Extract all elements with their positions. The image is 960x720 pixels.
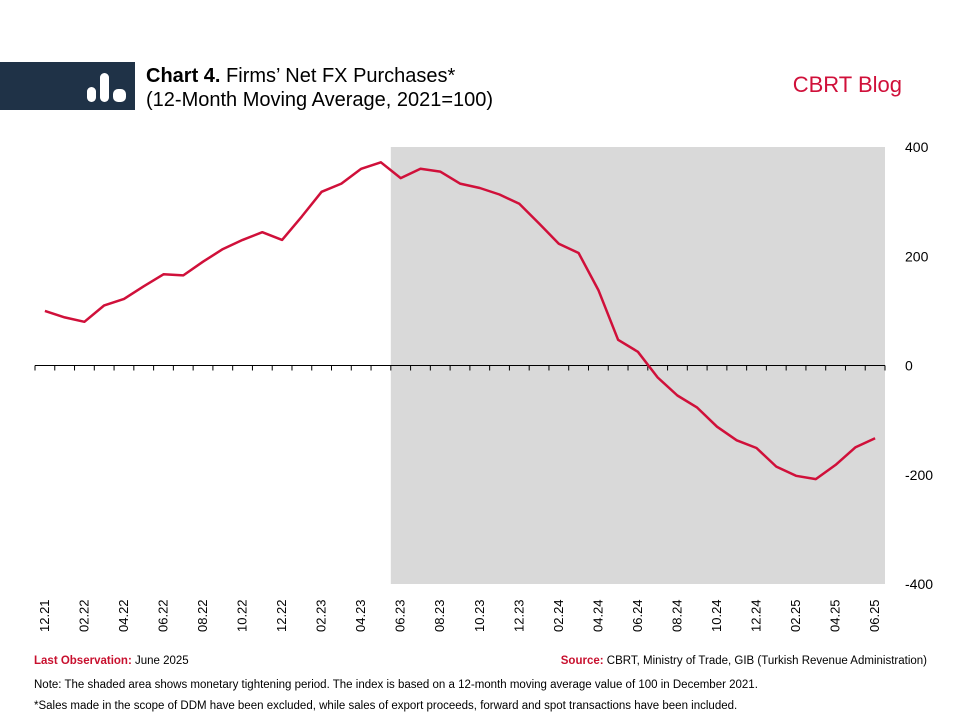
chart-title: Chart 4. Firms’ Net FX Purchases* — [146, 64, 493, 88]
x-tick-label: 04.22 — [116, 599, 131, 632]
x-tick-label: 04.24 — [590, 599, 605, 632]
y-tick-label: 0 — [905, 358, 913, 374]
x-tick-label: 10.24 — [709, 599, 724, 632]
source-value: CBRT, Ministry of Trade, GIB (Turkish Re… — [606, 655, 927, 667]
chart-title-block: Chart 4. Firms’ Net FX Purchases* (12-Mo… — [146, 64, 493, 112]
x-tick-label: 12.24 — [749, 599, 764, 632]
chart-number: Chart 4. — [146, 65, 221, 87]
x-tick-label: 06.23 — [393, 599, 408, 632]
chart-subtitle: (12-Month Moving Average, 2021=100) — [146, 89, 494, 111]
x-tick-label: 04.25 — [828, 599, 843, 632]
x-tick-label: 02.23 — [314, 599, 329, 632]
x-tick-label: 04.23 — [353, 599, 368, 632]
x-tick-label: 12.23 — [511, 599, 526, 632]
x-tick-label: 06.22 — [155, 599, 170, 632]
x-tick-label: 02.24 — [551, 599, 566, 632]
x-tick-label: 12.21 — [37, 599, 52, 632]
y-tick-label: 400 — [905, 139, 929, 155]
chart-note: Note: The shaded area shows monetary tig… — [34, 679, 758, 691]
x-tick-label: 10.22 — [235, 599, 250, 632]
source-label: Source: — [560, 655, 604, 667]
x-tick-label: 02.25 — [788, 599, 803, 632]
x-tick-label: 08.22 — [195, 599, 210, 632]
chart-title-text: Firms’ Net FX Purchases* — [226, 65, 456, 87]
series-line — [44, 161, 876, 481]
x-tick-label: 06.25 — [867, 599, 882, 632]
bar-chart-icon — [87, 73, 126, 102]
last-observation: Last Observation: June 2025 — [34, 655, 189, 667]
x-tick-label: 10.23 — [472, 599, 487, 632]
last-observation-label: Last Observation: — [34, 655, 132, 667]
y-tick-label: -400 — [905, 576, 933, 592]
x-tick-label: 02.22 — [76, 599, 91, 632]
x-tick-label: 08.23 — [432, 599, 447, 632]
y-tick-label: 200 — [905, 248, 929, 264]
x-tick-label: 12.22 — [274, 599, 289, 632]
logo-band — [0, 62, 135, 110]
x-tick-label: 08.24 — [669, 599, 684, 632]
line-chart: 400 200 0 -200 -400 12.21 02.22 04.22 06.22 08.22… — [34, 139, 933, 632]
last-observation-value: June 2025 — [134, 655, 189, 667]
x-tick-label: 06.24 — [630, 599, 645, 632]
blog-brand: CBRT Blog — [792, 72, 902, 97]
y-tick-label: -200 — [905, 467, 933, 483]
chart-footnote: *Sales made in the scope of DDM have bee… — [34, 700, 738, 712]
source: Source: CBRT, Ministry of Trade, GIB (Tu… — [561, 655, 927, 667]
